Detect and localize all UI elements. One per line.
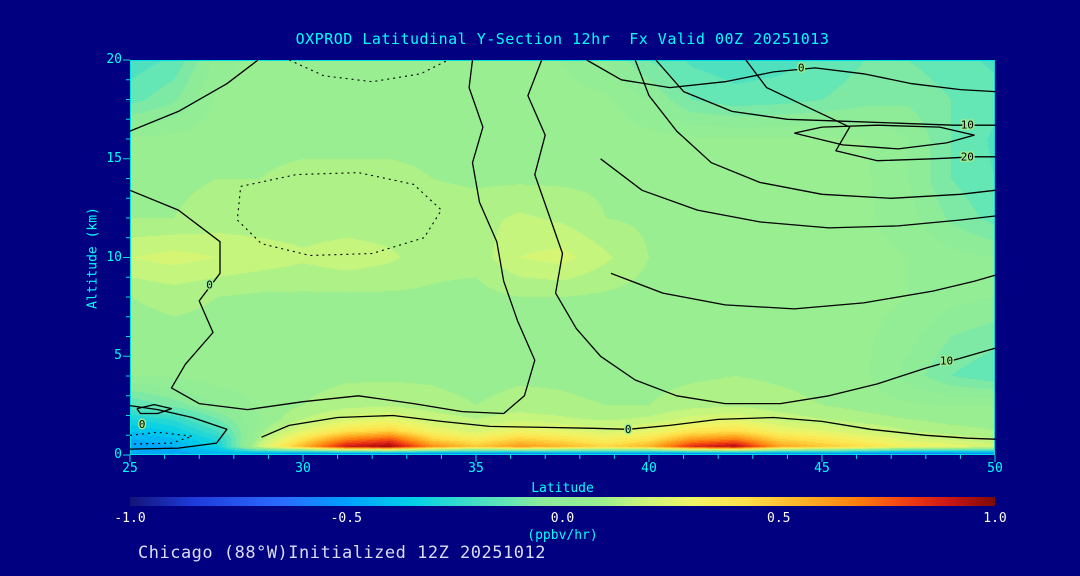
x-axis-label: Latitude: [531, 481, 594, 496]
x-tick-label: 50: [987, 461, 1003, 476]
x-tick-label: 45: [814, 461, 830, 476]
x-tick-label: 35: [468, 461, 484, 476]
heatmap-canvas: [130, 60, 995, 455]
y-tick-label: 0: [114, 447, 122, 462]
station-footer-text: Chicago (88°W)Initialized 12Z 20251012: [138, 543, 546, 563]
colorbar-tick-label: 0.5: [767, 511, 791, 526]
x-tick-label: 40: [641, 461, 657, 476]
colorbar-gradient: [130, 497, 995, 506]
colorbar-tick-label: -1.0: [114, 511, 146, 526]
colorbar-tick-label: -0.5: [330, 511, 362, 526]
y-tick-label: 20: [106, 52, 122, 67]
y-tick-label: 5: [114, 348, 122, 364]
y-tick-label: 15: [106, 150, 122, 166]
x-tick-label: 25: [122, 461, 138, 476]
chart-title: OXPROD Latitudinal Y-Section 12hr Fx Val…: [295, 30, 830, 48]
colorbar-units-label: (ppbv/hr): [527, 528, 598, 543]
colorbar-tick-label: 1.0: [983, 511, 1007, 526]
colorbar-tick-label: 0.0: [550, 511, 575, 526]
x-tick-label: 30: [295, 461, 311, 476]
y-tick-label: 10: [106, 249, 122, 265]
